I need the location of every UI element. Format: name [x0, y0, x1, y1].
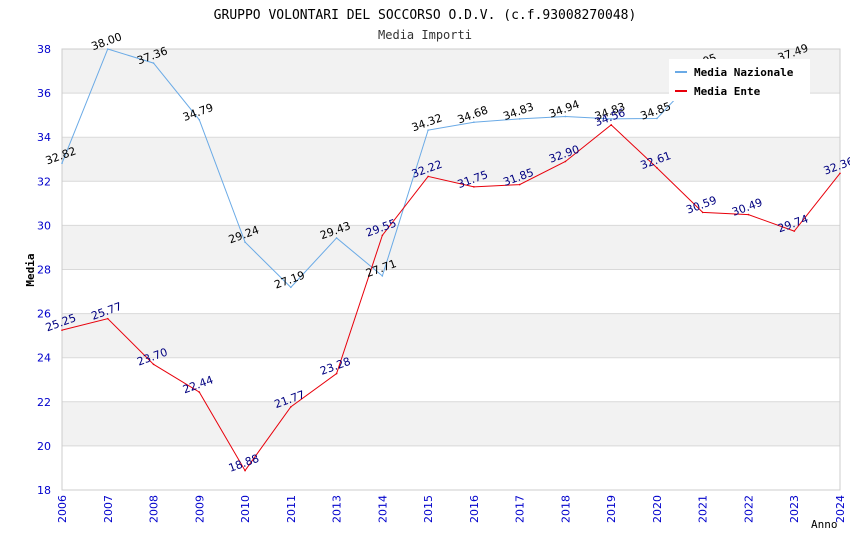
x-tick-label: 2019	[605, 495, 618, 523]
x-tick-label: 2015	[422, 495, 435, 523]
data-point	[198, 118, 201, 121]
data-point	[106, 48, 109, 50]
data-point	[473, 121, 475, 124]
plot-band	[62, 137, 840, 182]
x-tick-label: 2007	[102, 495, 115, 523]
data-point	[335, 372, 338, 375]
x-tick-label: 2010	[239, 495, 252, 523]
x-tick-label: 2021	[697, 495, 710, 523]
data-label: 34.85	[639, 100, 673, 123]
data-point	[839, 172, 841, 175]
data-point	[656, 167, 658, 169]
y-tick-label: 22	[37, 396, 51, 409]
plot-frame	[61, 48, 841, 491]
x-tick-label: 2013	[331, 495, 344, 523]
data-label: 34.83	[501, 100, 535, 123]
legend-entry-label: Media Nazionale	[694, 66, 794, 79]
y-axis-label: Media	[24, 253, 37, 286]
data-point	[198, 391, 201, 393]
x-axis-ticks: 2006 2007 2008 2009 2010 2011 2013 2014 2015 2016…	[56, 495, 847, 523]
y-tick-label: 36	[37, 87, 51, 100]
data-point	[564, 115, 567, 118]
data-point	[152, 363, 155, 366]
x-tick-label: 2020	[651, 495, 664, 523]
data-point	[610, 124, 612, 126]
legend-box	[669, 59, 810, 101]
y-tick-label: 32	[37, 175, 51, 188]
legend: Media Nazionale Media Ente	[669, 59, 810, 101]
data-point	[290, 406, 292, 408]
y-tick-label: 24	[37, 352, 51, 365]
data-point	[656, 117, 658, 120]
data-point	[244, 241, 246, 243]
data-point	[473, 186, 475, 188]
data-point	[152, 62, 155, 64]
plot-bands	[62, 49, 840, 446]
data-point	[61, 329, 63, 331]
y-tick-label: 38	[37, 43, 51, 56]
data-label: 34.79	[181, 101, 215, 124]
series-line-2	[61, 124, 841, 472]
data-point	[61, 162, 63, 165]
data-point	[610, 118, 612, 120]
x-tick-label: 2018	[559, 495, 572, 523]
plot-band	[62, 225, 840, 270]
y-tick-label: 18	[37, 484, 51, 497]
data-point	[381, 234, 384, 237]
y-tick-label: 30	[37, 219, 51, 232]
x-tick-label: 2009	[193, 495, 206, 523]
x-tick-label: 2006	[56, 495, 69, 523]
data-label: 30.49	[730, 196, 764, 219]
data-point	[244, 469, 246, 472]
data-point	[747, 213, 750, 216]
data-label: 18.88	[227, 452, 261, 475]
data-label: 34.32	[410, 111, 444, 134]
data-point	[564, 160, 567, 163]
y-tick-label: 26	[37, 308, 51, 321]
legend-entry-label: Media Ente	[694, 85, 761, 98]
x-tick-label: 2024	[834, 495, 847, 523]
x-tick-label: 2016	[468, 495, 481, 523]
data-point	[427, 129, 429, 131]
y-axis-ticks: 18 20 22 24 26 28 30 32 34 36 38	[37, 43, 51, 497]
x-tick-label: 2011	[285, 495, 298, 523]
plot-band	[62, 401, 840, 446]
plot-band	[62, 313, 840, 358]
data-label: 34.68	[456, 103, 490, 126]
data-label: 27.19	[273, 269, 307, 292]
data-label: 22.44	[181, 373, 215, 396]
x-tick-label: 2023	[788, 495, 801, 523]
data-point	[518, 118, 521, 120]
x-tick-label: 2022	[742, 495, 755, 523]
data-point	[427, 175, 429, 178]
x-tick-label: 2014	[376, 495, 389, 523]
data-point	[381, 275, 384, 277]
data-point	[793, 230, 796, 232]
y-tick-label: 20	[37, 440, 51, 453]
series-lines	[61, 48, 841, 472]
data-point	[106, 317, 109, 320]
x-axis-label: Anno	[811, 518, 838, 531]
chart-title: GRUPPO VOLONTARI DEL SOCCORSO O.D.V. (c.…	[214, 8, 637, 23]
y-tick-label: 34	[37, 131, 51, 144]
y-tick-label: 28	[37, 264, 51, 277]
data-point	[290, 286, 292, 289]
x-tick-label: 2008	[148, 495, 161, 523]
data-point	[335, 237, 338, 239]
data-point	[518, 183, 521, 186]
x-tick-label: 2017	[514, 495, 527, 523]
chart-subtitle: Media Importi	[378, 28, 472, 42]
data-point	[701, 211, 704, 214]
